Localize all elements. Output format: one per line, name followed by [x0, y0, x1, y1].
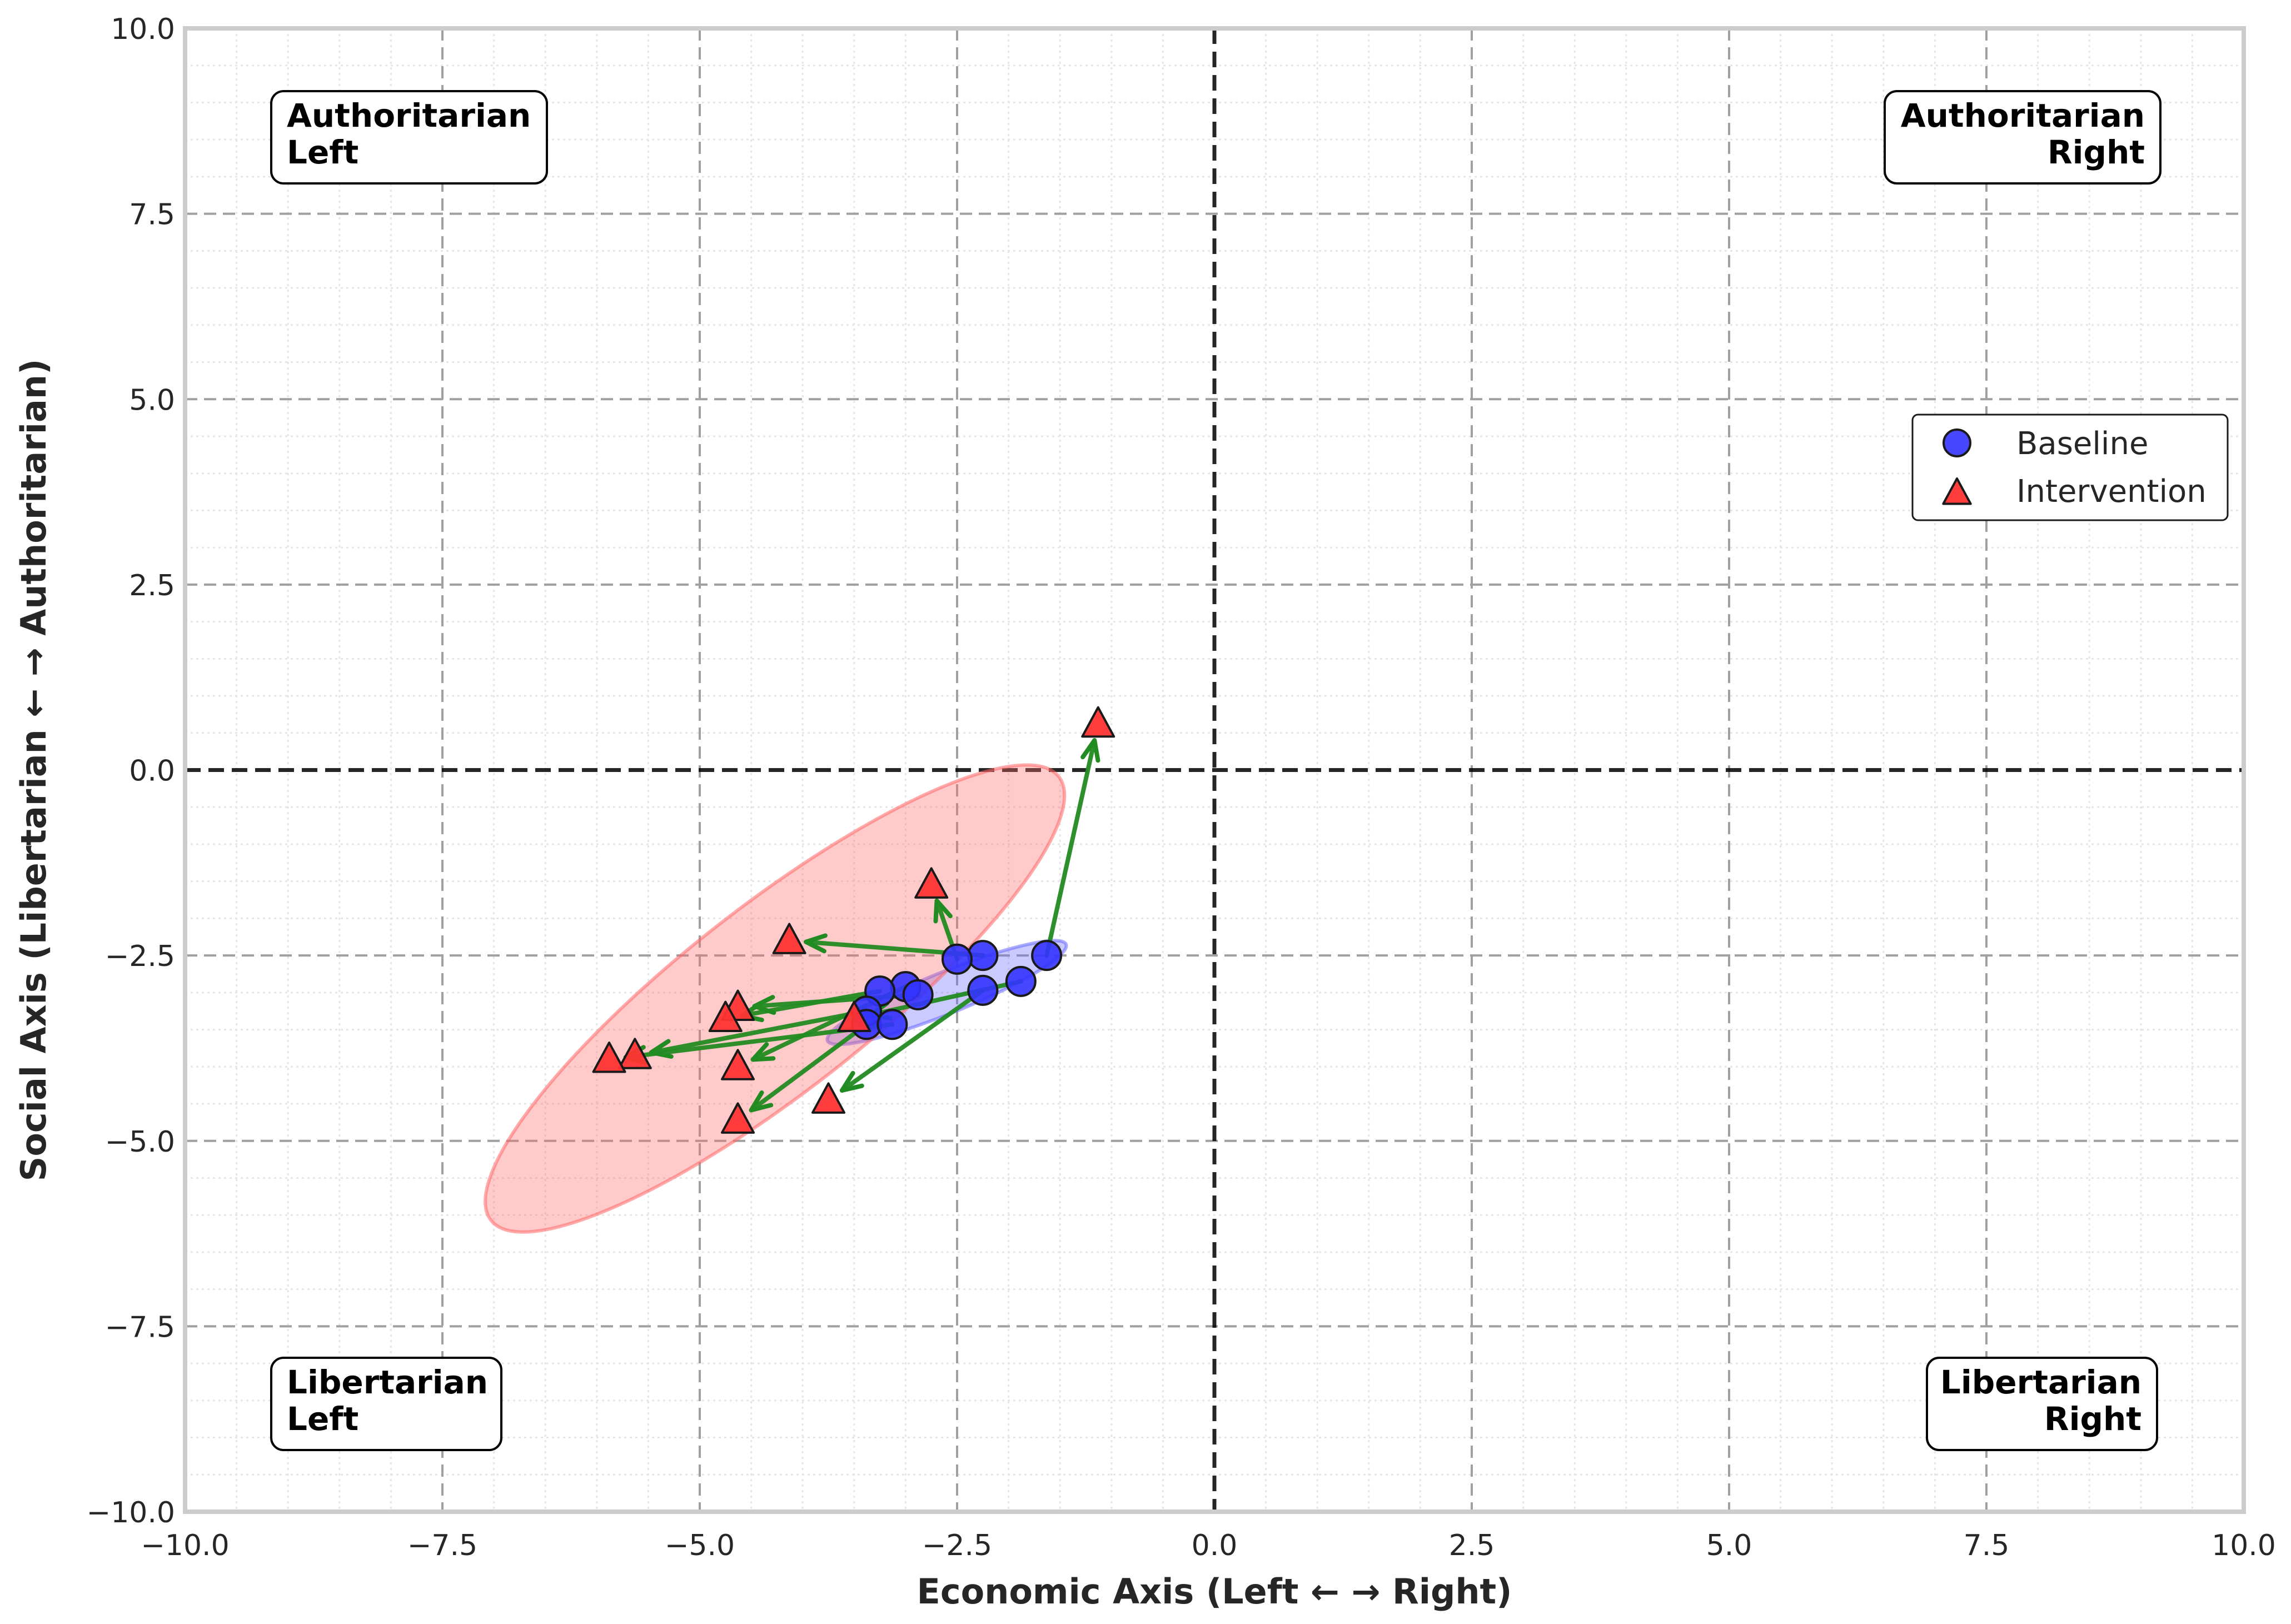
- legend-intervention-marker: [1942, 477, 1972, 505]
- y-tick-label: −10.0: [87, 1496, 175, 1530]
- authoritarian-right-box: [1884, 90, 2161, 185]
- y-axis-label: Social Axis (Libertarian ← → Authoritari…: [13, 359, 54, 1182]
- x-tick-label: 2.5: [1449, 1529, 1495, 1562]
- x-axis-label: Economic Axis (Left ← → Right): [917, 1571, 1512, 1612]
- legend-frame: [1911, 414, 2229, 521]
- data-markers: [592, 706, 1115, 1134]
- arrow-head: [804, 933, 828, 954]
- arrow-head: [839, 1070, 864, 1093]
- libertarian-right-line: Libertarian: [1940, 1363, 2141, 1401]
- intervention-point: [708, 1000, 743, 1033]
- zero-lines: [185, 28, 2244, 1512]
- y-tick-label: −5.0: [105, 1125, 175, 1159]
- authoritarian-right-line: Right: [2048, 133, 2145, 171]
- x-tick-label: −7.5: [407, 1529, 477, 1562]
- y-tick-label: −7.5: [105, 1311, 175, 1344]
- tick-labels: −10.0 −7.5 −5.0 −2.5 0.0 2.5 5.0 7.5 10.0 −10.0 −7…: [87, 13, 2276, 1562]
- arrow-head: [1080, 738, 1100, 763]
- intervention-point: [837, 1000, 871, 1033]
- baseline-point: [942, 943, 973, 975]
- y-tick-label: 2.5: [129, 569, 175, 602]
- y-tick-label: −2.5: [105, 940, 175, 973]
- libertarian-right-box: [1926, 1357, 2158, 1451]
- baseline-point: [902, 979, 934, 1010]
- baseline-point: [967, 940, 999, 972]
- intervention-point: [721, 1102, 755, 1134]
- arrow-shaft: [739, 989, 883, 1018]
- legend-label: Baseline: [2016, 426, 2148, 462]
- y-tick-label: 0.0: [129, 755, 175, 788]
- baseline-point: [967, 974, 999, 1006]
- x-tick-label: 10.0: [2212, 1529, 2276, 1562]
- x-tick-label: 0.0: [1192, 1529, 1238, 1562]
- y-tick-label: 7.5: [129, 198, 175, 232]
- shift-arrow: [1044, 738, 1100, 958]
- libertarian-left-box: [270, 1357, 502, 1451]
- arrow-head: [933, 898, 953, 924]
- arrow-shaft: [839, 988, 985, 1093]
- baseline-point: [876, 1009, 908, 1040]
- intervention-point: [772, 923, 806, 954]
- legend-baseline-marker: [1943, 429, 1971, 457]
- intervention-point: [811, 1082, 845, 1114]
- intervention-point: [617, 1038, 652, 1069]
- intervention-ellipse: [484, 763, 1067, 1234]
- intervention-point: [1081, 706, 1115, 738]
- intervention-point: [721, 1049, 755, 1080]
- quadrant-labels: AuthoritarianLeftAuthoritarianRightLiber…: [270, 90, 2161, 1451]
- libertarian-right-line: Right: [2044, 1400, 2141, 1438]
- baseline-point: [1005, 965, 1037, 997]
- shift-arrow: [839, 988, 985, 1093]
- intervention-point: [914, 867, 949, 899]
- y-tick-label: 5.0: [129, 383, 175, 417]
- authoritarian-left-line: Left: [287, 133, 358, 171]
- x-tick-label: −2.5: [922, 1529, 992, 1562]
- x-tick-label: −5.0: [665, 1529, 735, 1562]
- authoritarian-left-line: Authoritarian: [287, 97, 531, 134]
- legend: Baseline Intervention: [1911, 414, 2229, 521]
- authoritarian-left-box: [270, 90, 548, 185]
- arrow-shaft: [1044, 738, 1097, 958]
- libertarian-left-line: Left: [287, 1400, 358, 1438]
- arrow-head: [749, 1090, 774, 1113]
- arrow-head: [750, 1042, 776, 1062]
- authoritarian-right-line: Authoritarian: [1901, 97, 2145, 134]
- x-tick-label: 5.0: [1706, 1529, 1752, 1562]
- plot-frame: [183, 26, 2246, 1514]
- x-tick-label: −10.0: [141, 1529, 229, 1562]
- legend-label: Intervention: [2016, 474, 2207, 510]
- baseline-point: [1031, 940, 1063, 972]
- intervention-point: [592, 1041, 626, 1073]
- arrow-shaft: [649, 1009, 869, 1055]
- x-tick-label: 7.5: [1964, 1529, 2010, 1562]
- libertarian-left-line: Libertarian: [287, 1363, 488, 1401]
- y-tick-label: 10.0: [111, 13, 175, 46]
- arrow-shaft: [749, 1022, 869, 1113]
- shift-arrow: [749, 1022, 869, 1113]
